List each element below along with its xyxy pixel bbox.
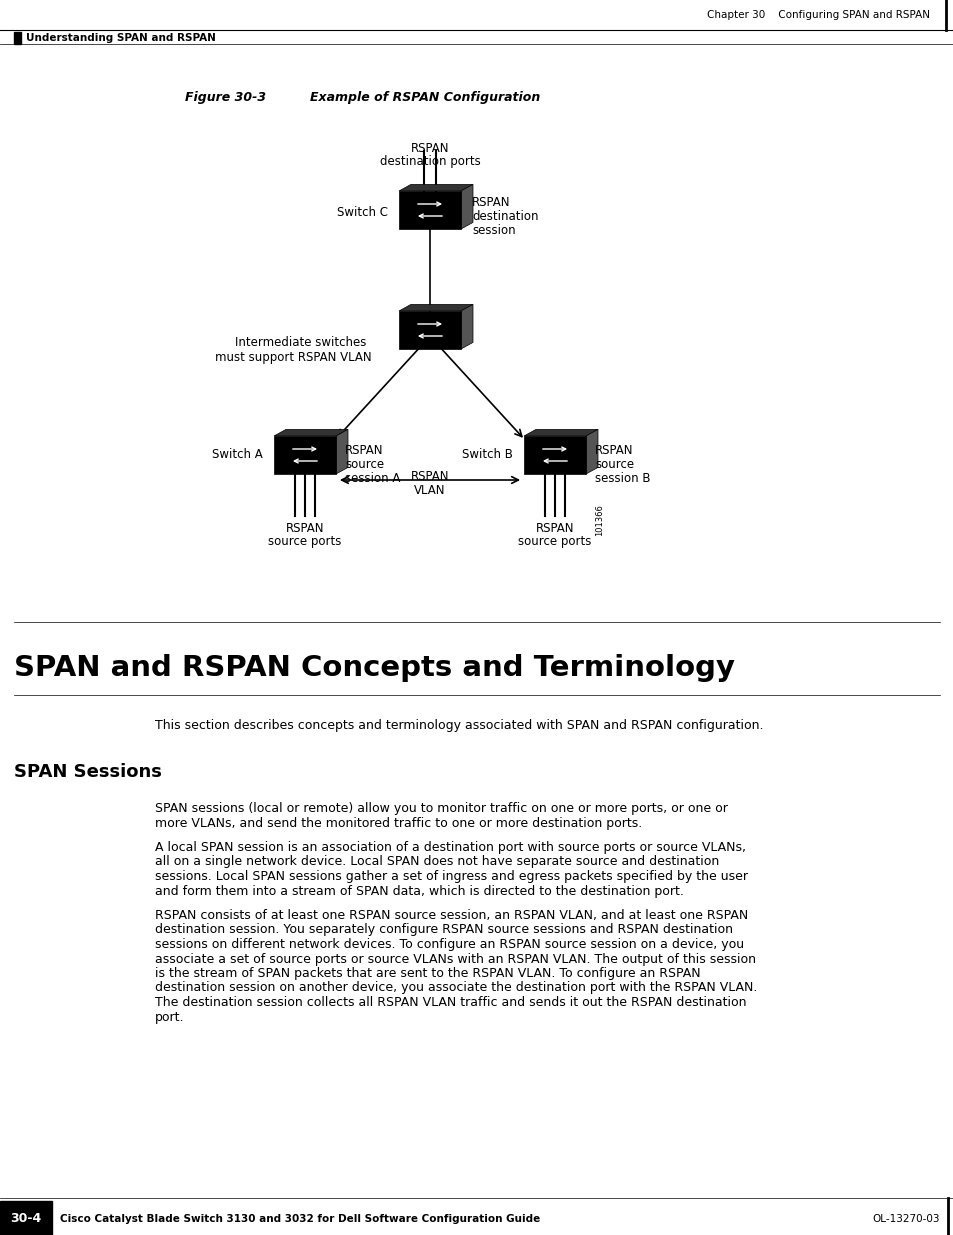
Text: Switch B: Switch B — [461, 448, 513, 462]
Text: RSPAN: RSPAN — [411, 469, 449, 483]
Text: A local SPAN session is an association of a destination port with source ports o: A local SPAN session is an association o… — [154, 841, 745, 853]
Text: source ports: source ports — [517, 536, 591, 548]
Polygon shape — [460, 304, 473, 350]
Text: sessions on different network devices. To configure an RSPAN source session on a: sessions on different network devices. T… — [154, 939, 743, 951]
Text: session: session — [472, 225, 515, 237]
Text: session A: session A — [345, 472, 400, 484]
Text: Intermediate switches: Intermediate switches — [234, 336, 366, 348]
Text: Figure 30-3: Figure 30-3 — [185, 91, 266, 105]
Text: session B: session B — [595, 472, 650, 484]
Text: all on a single network device. Local SPAN does not have separate source and des: all on a single network device. Local SP… — [154, 856, 719, 868]
Text: port.: port. — [154, 1010, 184, 1024]
Text: RSPAN: RSPAN — [286, 521, 324, 535]
Polygon shape — [398, 184, 473, 191]
Text: VLAN: VLAN — [414, 484, 445, 498]
Text: 101366: 101366 — [595, 504, 604, 536]
Text: RSPAN: RSPAN — [345, 443, 383, 457]
Text: RSPAN: RSPAN — [595, 443, 633, 457]
Polygon shape — [335, 430, 348, 474]
Text: destination ports: destination ports — [379, 156, 480, 168]
Polygon shape — [523, 430, 598, 436]
Text: Understanding SPAN and RSPAN: Understanding SPAN and RSPAN — [26, 33, 215, 43]
Text: must support RSPAN VLAN: must support RSPAN VLAN — [214, 351, 372, 363]
Text: SPAN Sessions: SPAN Sessions — [14, 763, 162, 781]
Text: 30-4: 30-4 — [10, 1213, 42, 1225]
Text: Switch A: Switch A — [212, 448, 263, 462]
Polygon shape — [523, 436, 585, 474]
Text: Cisco Catalyst Blade Switch 3130 and 3032 for Dell Software Configuration Guide: Cisco Catalyst Blade Switch 3130 and 303… — [60, 1214, 539, 1224]
Bar — [14, 32, 21, 44]
Polygon shape — [398, 304, 473, 311]
Polygon shape — [398, 191, 460, 228]
Text: The destination session collects all RSPAN VLAN traffic and sends it out the RSP: The destination session collects all RSP… — [154, 995, 745, 1009]
Text: This section describes concepts and terminology associated with SPAN and RSPAN c: This section describes concepts and term… — [154, 720, 762, 732]
Text: Example of RSPAN Configuration: Example of RSPAN Configuration — [310, 91, 539, 105]
Text: source: source — [345, 457, 384, 471]
Text: RSPAN: RSPAN — [472, 196, 510, 210]
Text: destination session on another device, you associate the destination port with t: destination session on another device, y… — [154, 982, 757, 994]
Text: destination: destination — [472, 210, 537, 224]
Bar — [0, 1200, 52, 1235]
Polygon shape — [460, 184, 473, 228]
Text: OL-13270-03: OL-13270-03 — [872, 1214, 939, 1224]
Text: RSPAN consists of at least one RSPAN source session, an RSPAN VLAN, and at least: RSPAN consists of at least one RSPAN sou… — [154, 909, 747, 923]
Polygon shape — [274, 436, 335, 474]
Text: sessions. Local SPAN sessions gather a set of ingress and egress packets specifi: sessions. Local SPAN sessions gather a s… — [154, 869, 747, 883]
Text: RSPAN: RSPAN — [411, 142, 449, 154]
Text: Chapter 30    Configuring SPAN and RSPAN: Chapter 30 Configuring SPAN and RSPAN — [706, 10, 929, 20]
Text: destination session. You separately configure RSPAN source sessions and RSPAN de: destination session. You separately conf… — [154, 924, 732, 936]
Text: associate a set of source ports or source VLANs with an RSPAN VLAN. The output o: associate a set of source ports or sourc… — [154, 952, 755, 966]
Text: and form them into a stream of SPAN data, which is directed to the destination p: and form them into a stream of SPAN data… — [154, 884, 683, 898]
Polygon shape — [585, 430, 598, 474]
Text: Switch C: Switch C — [336, 205, 388, 219]
Text: RSPAN: RSPAN — [536, 521, 574, 535]
Text: SPAN and RSPAN Concepts and Terminology: SPAN and RSPAN Concepts and Terminology — [14, 655, 734, 682]
Polygon shape — [274, 430, 348, 436]
Text: more VLANs, and send the monitored traffic to one or more destination ports.: more VLANs, and send the monitored traff… — [154, 816, 641, 830]
Text: source ports: source ports — [268, 536, 341, 548]
Polygon shape — [398, 311, 460, 350]
Text: SPAN sessions (local or remote) allow you to monitor traffic on one or more port: SPAN sessions (local or remote) allow yo… — [154, 802, 727, 815]
Text: is the stream of SPAN packets that are sent to the RSPAN VLAN. To configure an R: is the stream of SPAN packets that are s… — [154, 967, 700, 981]
Text: source: source — [595, 457, 634, 471]
